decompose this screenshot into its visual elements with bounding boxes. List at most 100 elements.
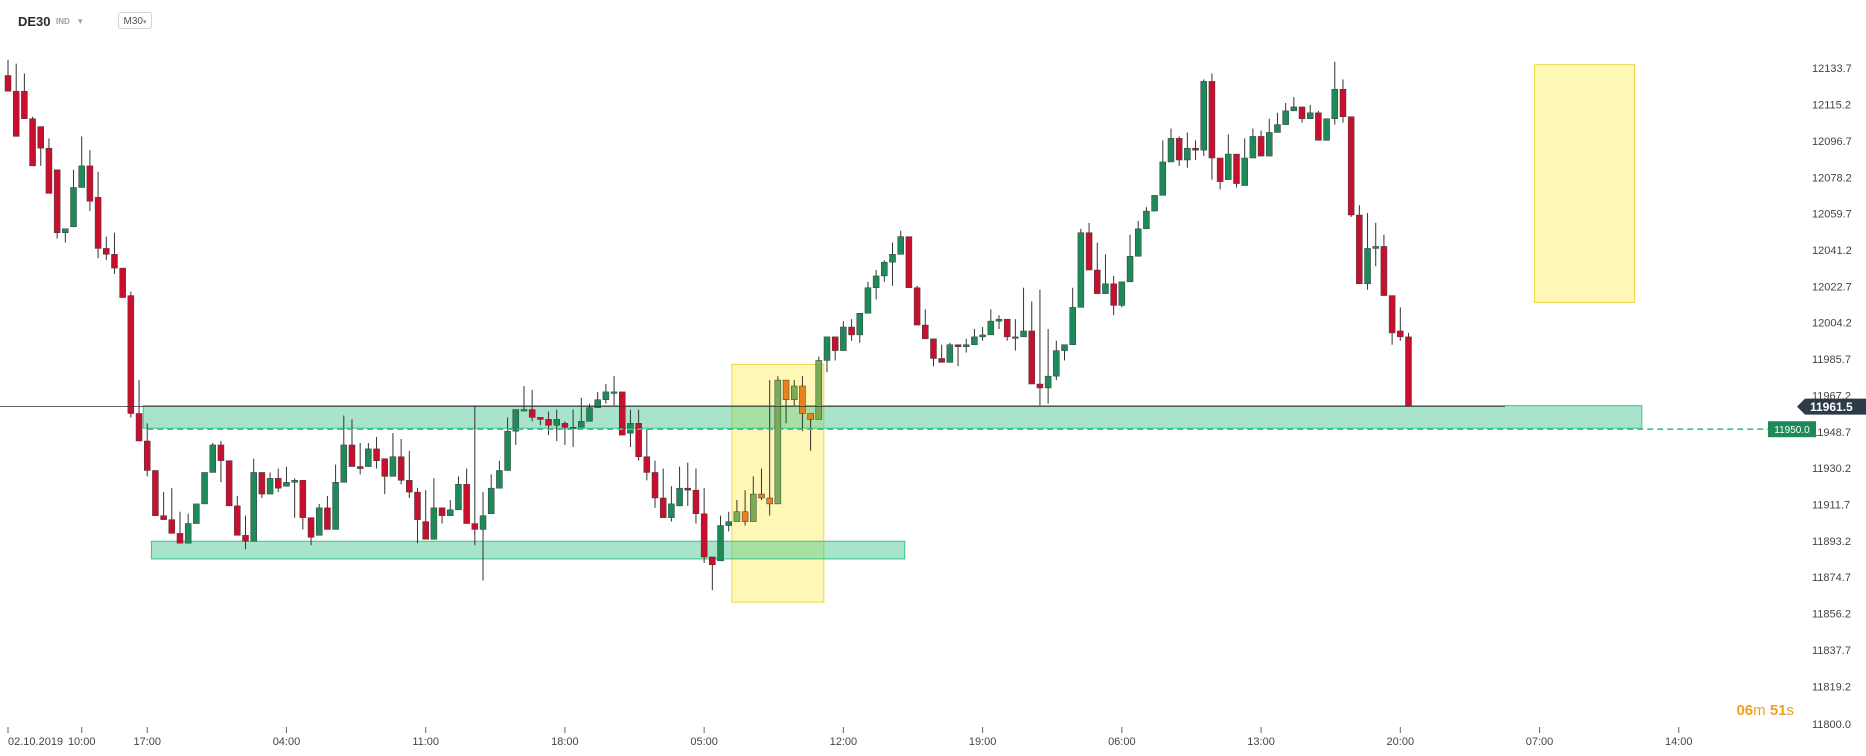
candle-body — [610, 391, 618, 394]
candle — [373, 437, 380, 469]
candle-body — [676, 487, 683, 507]
candle — [225, 460, 233, 507]
candle-body — [119, 267, 126, 298]
candle-body — [1192, 147, 1199, 151]
candle — [1044, 328, 1052, 404]
candle-body — [1298, 106, 1306, 119]
candle-body — [840, 326, 847, 351]
support-zone — [142, 405, 1643, 429]
candle-body — [455, 483, 462, 511]
candle — [553, 409, 560, 442]
candle — [143, 423, 151, 477]
candle — [823, 336, 831, 373]
candle — [815, 356, 823, 420]
candle — [1192, 140, 1199, 160]
candle-body — [799, 385, 806, 414]
candle — [725, 511, 732, 532]
timeframe-selector[interactable]: M30▾ — [118, 12, 152, 29]
symbol-dropdown-icon[interactable]: ▾ — [78, 16, 83, 26]
candle-body — [1003, 318, 1011, 338]
candle — [496, 460, 503, 489]
candle — [479, 492, 487, 581]
candle — [733, 499, 741, 522]
candle — [471, 405, 479, 546]
candle-body — [1126, 256, 1134, 283]
candle — [1143, 207, 1150, 230]
candle-body — [520, 409, 528, 412]
level-price-tag: 11950.0 — [1768, 421, 1816, 438]
candle-body — [356, 466, 364, 469]
candle-body — [1266, 132, 1273, 157]
candle — [406, 450, 413, 498]
candle — [1061, 344, 1068, 361]
candle — [1323, 118, 1330, 141]
candle — [201, 472, 208, 505]
candle-body — [250, 472, 257, 542]
x-tick-label: 19:00 — [969, 736, 997, 748]
candle-body — [1077, 232, 1085, 308]
candle — [807, 413, 814, 451]
candle-body — [438, 507, 446, 516]
candle — [1151, 195, 1158, 212]
x-tick-label: 04:00 — [273, 736, 301, 748]
candle — [700, 488, 708, 563]
x-tick-label: 11:00 — [412, 736, 439, 748]
candle — [1225, 134, 1232, 180]
candle-body — [962, 344, 970, 347]
candle — [1175, 136, 1183, 166]
candle-body — [406, 480, 413, 493]
candle — [1331, 61, 1339, 125]
candle-body — [103, 248, 110, 255]
candle-body — [766, 497, 773, 505]
candle — [676, 466, 683, 507]
candle-body — [602, 391, 610, 400]
candle-body — [512, 409, 520, 432]
candle-body — [831, 336, 839, 351]
candle-body — [774, 379, 782, 505]
y-tick-label: 12022.7 — [1812, 281, 1852, 293]
candle-body — [70, 187, 77, 228]
candle-body — [430, 507, 438, 540]
candle-countdown-timer: 06m 51s — [1736, 702, 1794, 719]
candle-body — [1102, 283, 1109, 294]
timeframe-dropdown-icon: ▾ — [142, 19, 147, 26]
candle-body — [1028, 330, 1035, 385]
current-price-tag: 11961.5 — [1797, 398, 1866, 415]
candle-body — [1331, 88, 1339, 119]
y-tick-label: 12059.7 — [1812, 209, 1852, 221]
candle-body — [856, 313, 864, 336]
candle-body — [1405, 336, 1412, 406]
candle-body — [668, 503, 675, 518]
y-tick-label: 11985.7 — [1812, 354, 1851, 366]
candle — [668, 486, 675, 522]
candle — [1388, 295, 1396, 345]
support-zone — [150, 540, 906, 560]
x-tick-label: 20:00 — [1387, 736, 1415, 748]
candle — [217, 441, 225, 483]
candle-body — [184, 523, 192, 544]
candle-body — [487, 487, 495, 514]
candle-body — [954, 344, 962, 347]
candle — [381, 458, 388, 495]
candle-body — [848, 326, 855, 336]
candle-body — [414, 491, 421, 520]
y-tick-label: 12133.7 — [1812, 63, 1852, 75]
candle-body — [1290, 106, 1298, 112]
candle-body — [643, 456, 651, 473]
symbol-label[interactable]: DE30 — [18, 14, 51, 29]
candle-body — [1397, 330, 1404, 338]
candle — [1274, 112, 1281, 133]
candle — [242, 515, 249, 550]
candle-body — [397, 456, 405, 481]
candle-body — [365, 448, 372, 467]
candle-body — [971, 336, 978, 345]
candle — [1241, 138, 1248, 186]
y-tick-label: 11874.7 — [1812, 572, 1851, 584]
candle — [275, 468, 282, 493]
candle — [1397, 307, 1404, 341]
candle — [86, 150, 94, 212]
candles — [4, 59, 1412, 591]
candle-body — [1388, 295, 1396, 334]
candle — [78, 136, 85, 188]
